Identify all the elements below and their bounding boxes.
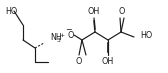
Text: HO: HO — [140, 31, 152, 39]
Text: 3: 3 — [57, 38, 61, 44]
Text: OH: OH — [88, 8, 100, 16]
Text: HO: HO — [5, 6, 17, 15]
Text: O: O — [76, 58, 82, 67]
Text: OH: OH — [102, 58, 114, 67]
Text: O: O — [68, 31, 74, 39]
Text: +: + — [59, 33, 65, 38]
Text: −: − — [65, 25, 72, 35]
Text: O: O — [119, 8, 125, 16]
Text: NH: NH — [50, 34, 62, 42]
